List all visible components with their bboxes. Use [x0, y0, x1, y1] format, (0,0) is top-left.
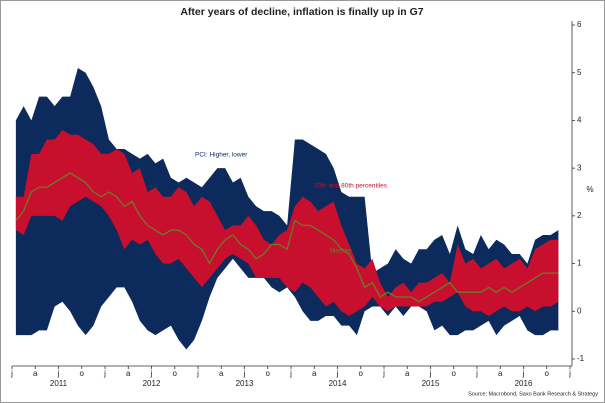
plot-area — [15, 67, 559, 350]
y-tick-label: 5 — [577, 68, 582, 77]
band — [15, 67, 559, 350]
x-tick-label: o — [545, 369, 550, 378]
year-label: 2015 — [422, 379, 440, 388]
x-tick-label: o — [359, 369, 364, 378]
x-tick-label: j — [103, 369, 106, 378]
y-tick-label: 4 — [577, 116, 582, 125]
x-tick-label: j — [336, 369, 339, 378]
year-label: 2012 — [143, 379, 161, 388]
x-tick-label: j — [522, 369, 525, 378]
x-tick-label: a — [312, 369, 317, 378]
source: Source: Macrobond, Saxo Bank Research & … — [468, 391, 598, 397]
x-tick-label: j — [243, 369, 246, 378]
band — [15, 129, 559, 317]
x-tick-label: a — [219, 369, 224, 378]
year-label: 2013 — [236, 379, 254, 388]
y-tick-label: 6 — [577, 20, 582, 29]
y-tick-label: 0 — [577, 306, 582, 315]
x-tick-label: j — [475, 369, 478, 378]
y-tick-label: -1 — [577, 354, 585, 363]
y-tick-label: 2 — [577, 211, 582, 220]
x-tick-label: j — [289, 369, 292, 378]
x-tick-label: a — [405, 369, 410, 378]
x-tick-label: j — [57, 369, 60, 378]
x-tick-label: a — [126, 369, 131, 378]
x-tick-label: o — [266, 369, 271, 378]
x-tick-label: a — [498, 369, 503, 378]
annotation: Median — [330, 248, 352, 255]
x-tick-label: o — [80, 369, 85, 378]
x-tick-label: a — [33, 369, 38, 378]
x-tick-label: j — [150, 369, 153, 378]
year-label: 2014 — [329, 379, 347, 388]
x-tick-label: j — [429, 369, 432, 378]
annotation: 20th and 80th percentiles — [314, 183, 388, 190]
year-label: 2016 — [515, 379, 533, 388]
x-tick-label: j — [196, 369, 199, 378]
x-tick-label: j — [382, 369, 385, 378]
year-label: 2011 — [50, 379, 68, 388]
x-tick-label: o — [452, 369, 457, 378]
x-tick-label: j — [568, 369, 571, 378]
annotation: PCI: Higher, lower — [195, 152, 248, 159]
y-tick-label: 3 — [577, 163, 582, 172]
x-tick-label: o — [173, 369, 178, 378]
median-line — [15, 172, 559, 303]
y-axis-label: % — [586, 185, 593, 194]
x-tick-label: j — [10, 369, 13, 378]
chart-title: After years of decline, inflation is fin… — [180, 6, 423, 18]
y-tick-label: 1 — [577, 259, 582, 268]
